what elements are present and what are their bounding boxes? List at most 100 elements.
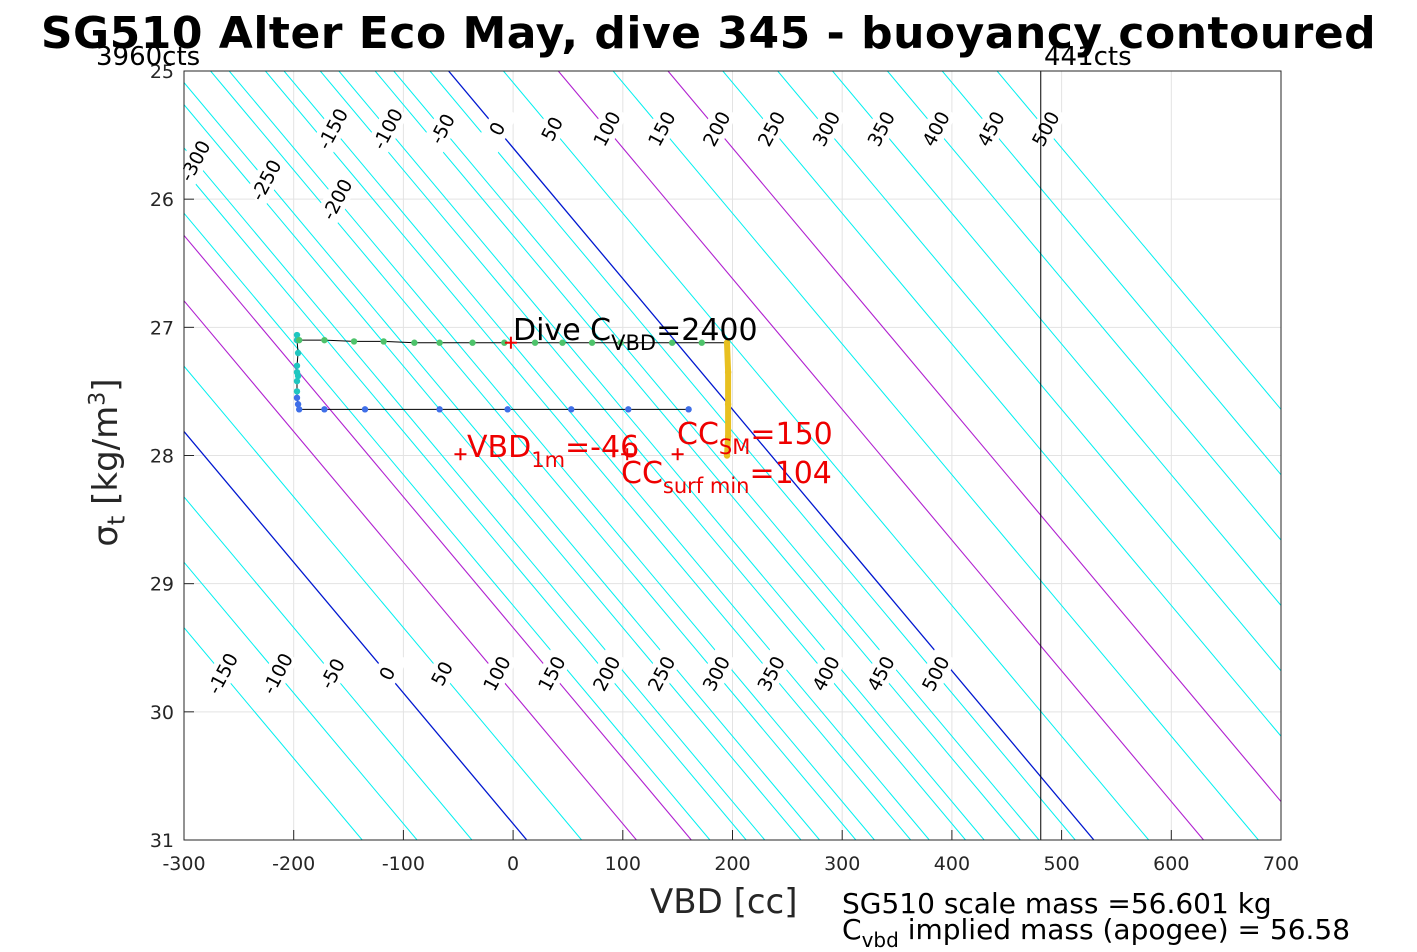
cc-sm-annotation: CCSM=150 [677,417,833,459]
contour-label-bg [750,103,793,154]
y-tick-label: 30 [150,702,174,724]
track-point-climb [698,339,705,346]
track-point-climb [501,339,508,346]
contour-line [184,496,473,840]
contour-label-bg [859,648,902,699]
contour-line [210,71,857,840]
track-point-descent [504,406,511,413]
contour-label-bg [476,103,518,154]
track-point-descent [295,406,303,413]
chart-title: SG510 Alter Eco May, dive 345 - buoyancy… [40,8,1377,59]
contour-label-bg [695,648,737,699]
y-tick-label: 29 [150,574,174,596]
track-point-apogee [293,388,301,395]
contour-line [184,299,637,840]
contour-label-bg [969,103,1012,154]
cc-surf-min-annotation: CCsurf min=104 [621,456,832,498]
contour-label-bg [366,648,408,699]
track-point-climb [588,339,596,346]
axes [183,70,1282,841]
track-point-climb [436,339,443,346]
contour-line [832,71,1281,607]
contour-line [184,561,418,840]
contour-label-bg [695,103,738,154]
markers [454,336,684,461]
contour-line [184,234,692,840]
implied-mass-text: Cvbd implied mass (apogee) = 56.58 [842,913,1351,952]
contour-label-bg [585,103,628,154]
contour-line [184,430,528,840]
track-point-climb [321,336,328,344]
x-tick-label: 200 [714,853,750,875]
y-tick-label: 26 [150,189,174,211]
track-point-climb [617,339,624,346]
dive-track [293,331,732,459]
x-tick-label: -100 [382,853,425,875]
contour-label-bg [311,103,354,154]
vbd-1m-annotation: VBD1m=-46 [467,430,640,472]
contour-label-bg [311,648,354,699]
track-point-climb [350,338,358,345]
contour-label-bg [804,648,847,699]
contour-line [184,169,747,840]
scale-mass-text: SG510 scale mass =56.601 kg [842,887,1272,920]
contour-label-bg [530,648,573,699]
contour-label-bg [805,103,847,154]
contour-line [557,71,1204,840]
contour-line [374,71,1021,840]
track-point-descent [568,406,575,413]
track-point-apogee [293,331,301,339]
y-tick-label: 27 [150,317,174,339]
track-point-descent [361,406,369,413]
track-point-surface [723,452,731,459]
contour-label-bg [1024,103,1067,154]
x-tick-label: 300 [824,853,860,875]
contour-line [319,71,966,840]
x-tick-label: 100 [605,853,641,875]
y-tick-label: 31 [150,830,174,852]
contour-line [338,71,985,840]
x-axis-label: VBD [cc] [650,882,798,922]
contour-line [429,71,1076,840]
right-limit-label: 441cts [1044,42,1132,72]
contour-line [777,71,1281,672]
contour-label-bg [475,648,518,699]
contour-line [996,71,1281,411]
track-point-apogee [293,362,301,369]
contour-line [941,71,1281,476]
track-point-surface [724,433,732,440]
track-point-apogee [293,368,301,376]
track-point-descent [685,406,692,413]
contour-label-bg [256,648,299,699]
track-point-surface [723,339,731,346]
contour-label-bg [914,103,957,154]
contour-label-bg [749,648,792,699]
contour-line [393,71,1040,840]
track-point-climb [469,339,476,346]
x-tick-label: 600 [1153,853,1189,875]
x-tick-label: -300 [162,853,205,875]
track-point-surface [724,368,732,376]
track-point-descent [436,406,443,413]
contour-label-bg [315,174,358,225]
contour-line [184,626,363,840]
y-axis-label: σt [kg/m3] [85,378,131,547]
x-tick-label: 0 [507,853,519,875]
contour-label-bg [640,103,683,154]
contour-line [886,71,1281,541]
y-tick-label: 25 [150,61,174,83]
left-limit-label: 3960cts [96,42,201,72]
contour-line [184,81,820,840]
tick-labels: -300 -200 -100 0 100 200 300 400 500 600 700 25 26 27… [150,61,1299,875]
contour-line [283,71,930,840]
contours [184,71,1281,840]
track-point-surface [724,401,732,408]
contour-line [612,71,1259,840]
contour-label-bg [585,648,628,699]
track-point-climb [295,336,303,344]
y-tick-label: 28 [150,446,174,468]
x-tick-label: 700 [1263,853,1299,875]
contour-line [184,365,582,840]
contour-line [265,71,912,840]
